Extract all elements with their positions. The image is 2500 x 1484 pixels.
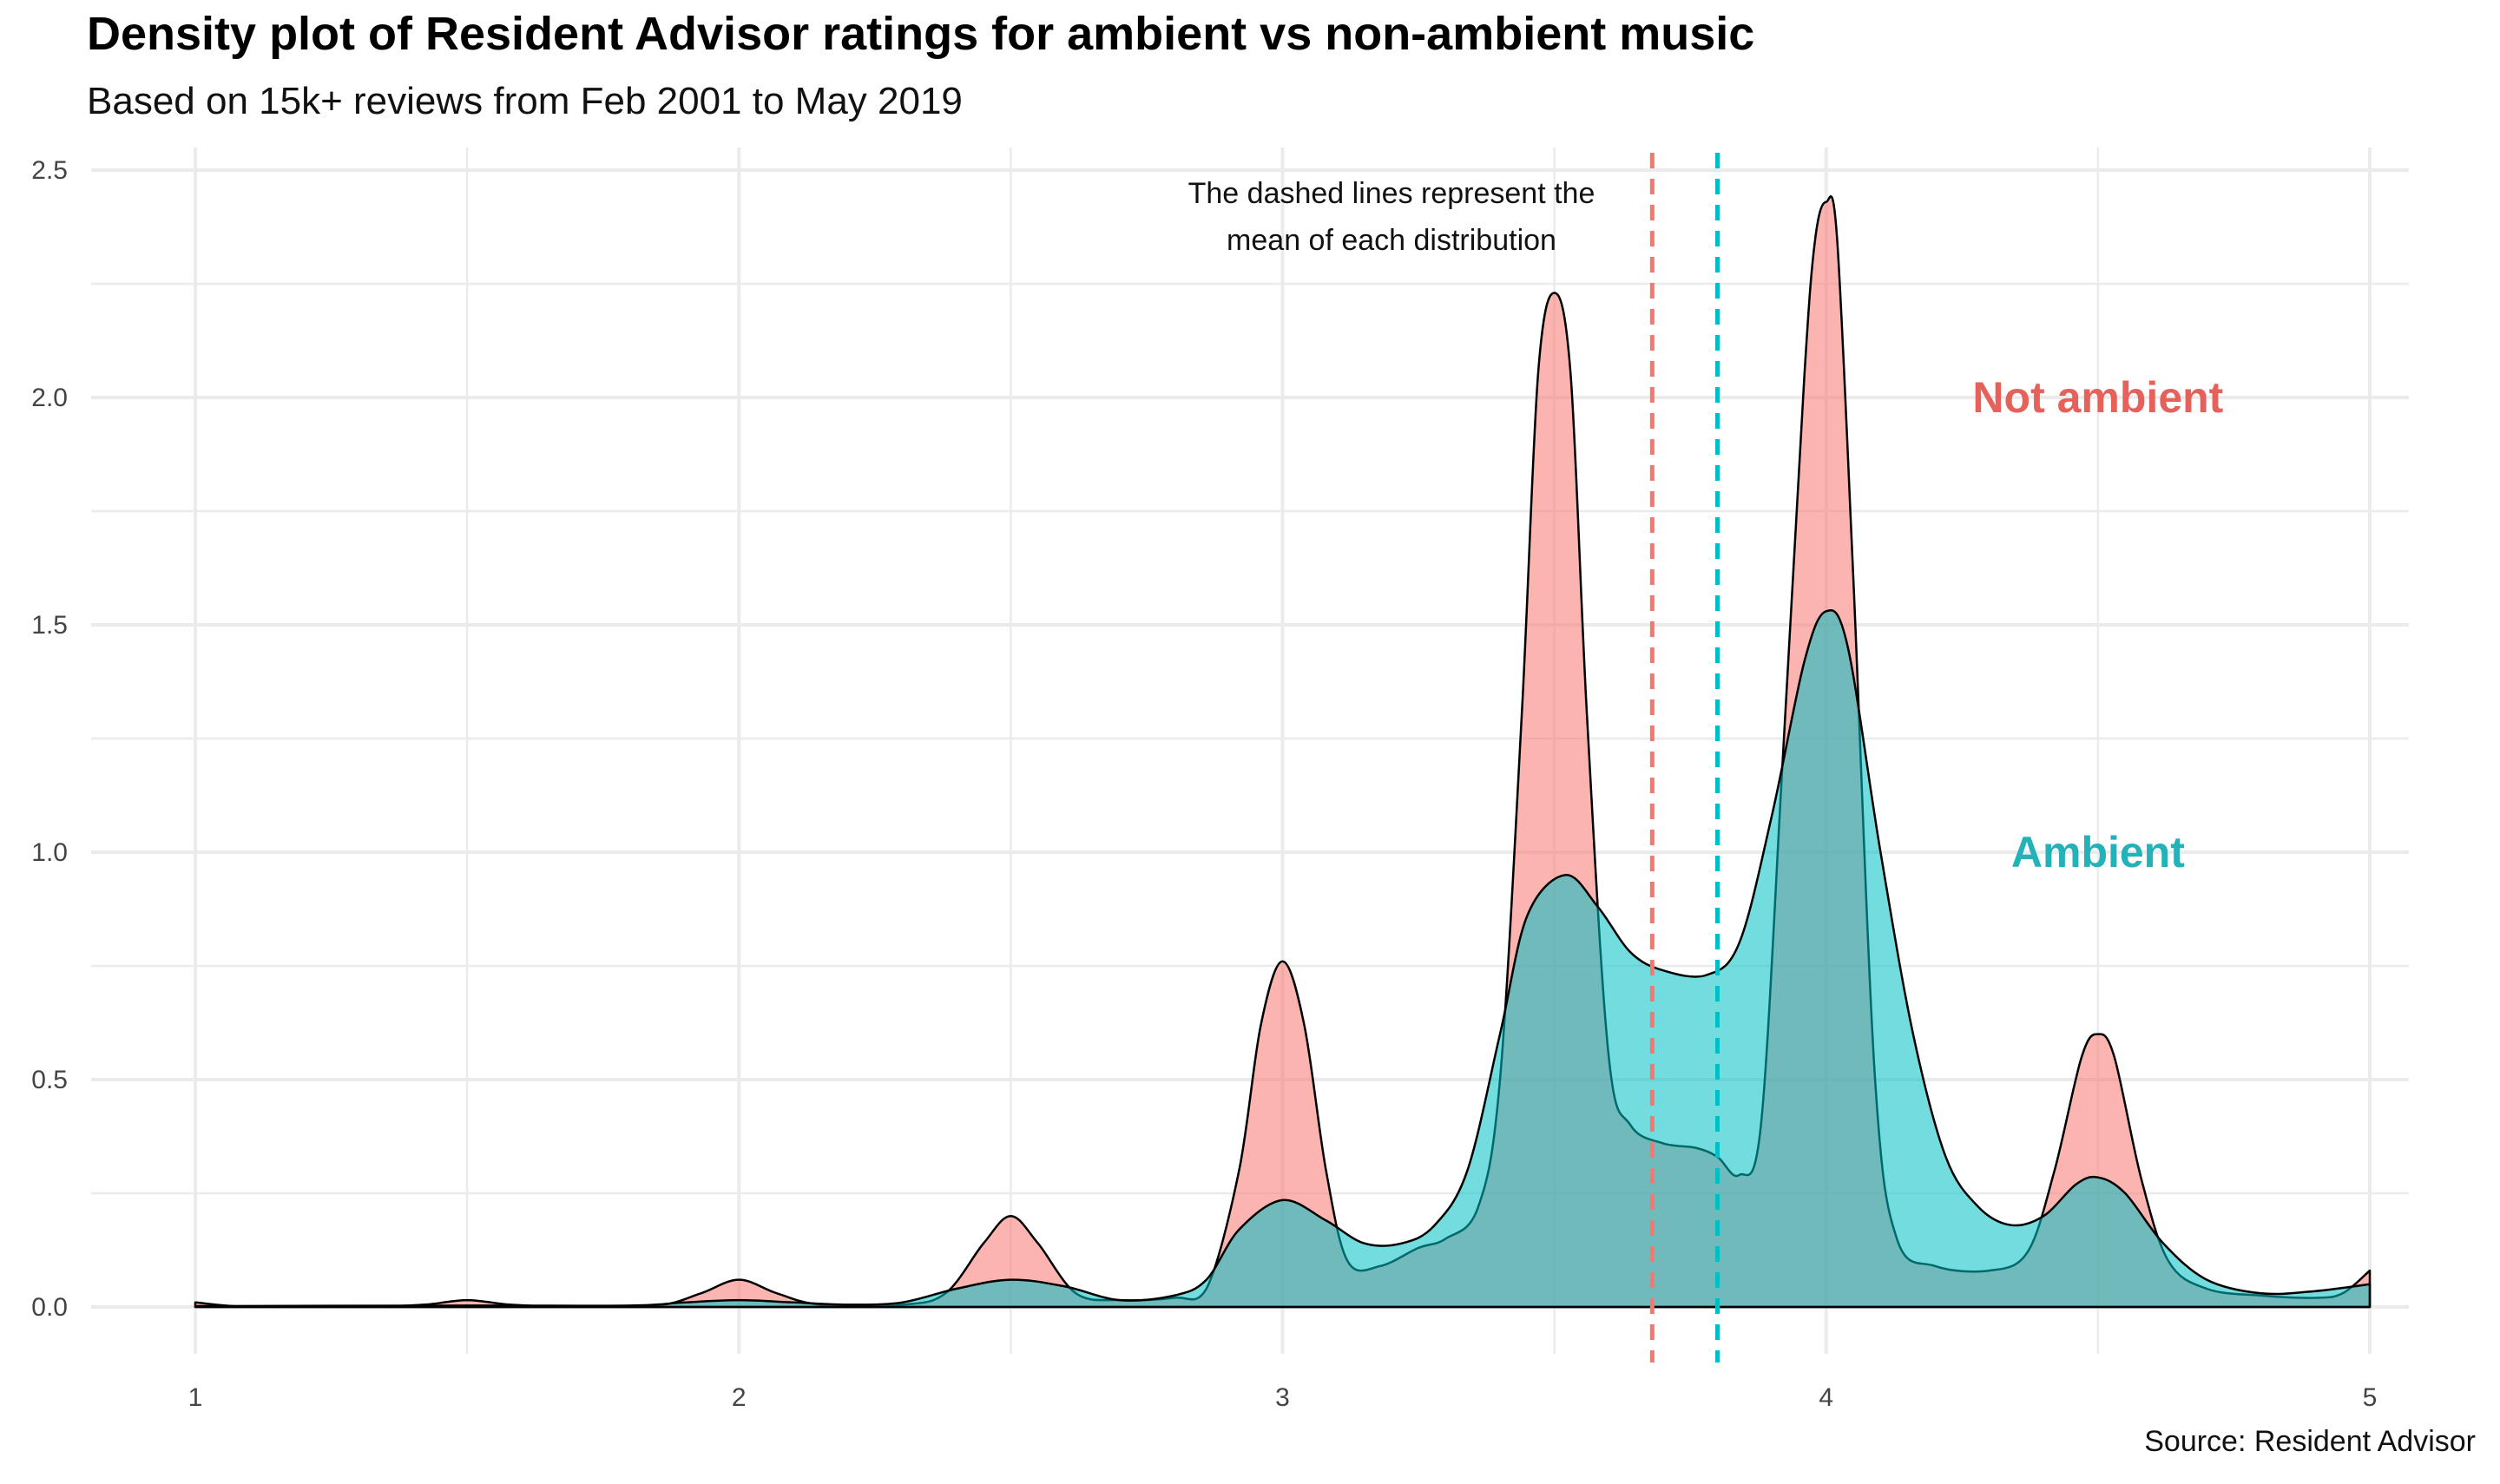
- x-tick-label: 3: [1275, 1383, 1290, 1412]
- series-label-not-ambient: Not ambient: [1972, 373, 2223, 422]
- axis-ticks: 0.0 0.5 1.0 1.5 2.0 2.5 1 2 3 4 5: [31, 156, 2377, 1412]
- series-label-ambient: Ambient: [2011, 828, 2185, 877]
- y-tick-label: 2.0: [31, 384, 68, 412]
- x-tick-label: 1: [188, 1383, 203, 1412]
- x-tick-label: 2: [732, 1383, 747, 1412]
- chart-subtitle: Based on 15k+ reviews from Feb 2001 to M…: [87, 80, 963, 122]
- y-tick-label: 1.5: [31, 611, 68, 640]
- annotation-line-2: mean of each distribution: [1227, 224, 1556, 257]
- chart-title: Density plot of Resident Advisor ratings…: [87, 8, 1755, 60]
- annotation-line-1: The dashed lines represent the: [1188, 177, 1595, 210]
- mean-lines: [1649, 153, 1720, 1363]
- source-caption: Source: Resident Advisor: [2144, 1425, 2476, 1458]
- y-tick-label: 0.0: [31, 1293, 68, 1322]
- y-tick-label: 2.5: [31, 156, 68, 185]
- x-tick-label: 5: [2363, 1383, 2378, 1412]
- density-areas: [194, 195, 2372, 1309]
- series-labels: Not ambient Ambient: [1972, 373, 2223, 877]
- x-tick-label: 4: [1819, 1383, 1833, 1412]
- y-tick-label: 1.0: [31, 838, 68, 867]
- density-area-ambient: [194, 608, 2372, 1309]
- y-tick-label: 0.5: [31, 1066, 68, 1094]
